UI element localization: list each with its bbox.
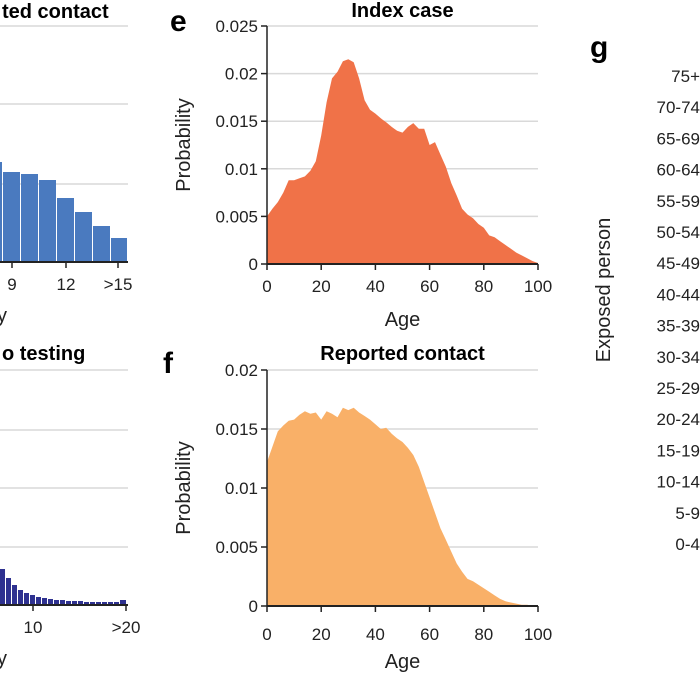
panel-b-bar xyxy=(30,595,35,605)
panel-b-bar xyxy=(24,593,29,605)
panel-f-title: Reported contact xyxy=(320,343,485,365)
panel-e-letter: e xyxy=(170,5,187,38)
panel-f-x-tick-label: 100 xyxy=(524,625,552,644)
panel-e-y-tick-label: 0.01 xyxy=(225,160,258,179)
panel-b-bar xyxy=(48,599,53,605)
panel-f-y-tick-label: 0.005 xyxy=(215,538,258,557)
panel-g: g Exposed person 75+ 70-74 65-69 60-64 55-59… xyxy=(590,31,700,554)
panel-g-age-label: 20-24 xyxy=(657,410,700,429)
panel-b-hist: 10 >20 y o testing xyxy=(0,343,140,670)
panel-e-area-series xyxy=(267,59,538,264)
panel-g-age-label: 25-29 xyxy=(657,379,700,398)
panel-f-y-tick-label: 0.015 xyxy=(215,420,258,439)
panel-a-x-tick-label: 12 xyxy=(57,275,76,294)
panel-b-bar xyxy=(84,602,89,605)
panel-b-bar xyxy=(114,602,119,605)
panel-g-age-label: 0-4 xyxy=(675,535,700,554)
panel-f-x-axis-label: Age xyxy=(385,651,421,673)
panel-e-y-tick-label: 0.005 xyxy=(215,207,258,226)
panel-f-area-series xyxy=(267,407,538,606)
panel-b-bar xyxy=(96,602,101,605)
panel-b-bar xyxy=(120,600,126,605)
panel-e-x-tick-label: 40 xyxy=(366,277,385,296)
panel-g-age-label: 50-54 xyxy=(657,223,700,242)
panel-b-title: o testing xyxy=(2,343,85,365)
panel-e-x-tick-label: 0 xyxy=(262,277,271,296)
panel-f-y-axis-label: Probability xyxy=(173,441,195,534)
panel-e-title: Index case xyxy=(351,0,453,22)
panel-f-x-tick-label: 20 xyxy=(312,625,331,644)
panel-f-x-tick-label: 0 xyxy=(262,625,271,644)
panel-f-y-tick-label: 0 xyxy=(249,597,258,616)
panel-b-bar xyxy=(72,601,77,605)
panel-g-age-label: 30-34 xyxy=(657,348,700,367)
panel-b-bar xyxy=(90,602,95,605)
panel-g-age-label: 45-49 xyxy=(657,254,700,273)
panel-e-y-tick-label: 0.025 xyxy=(215,17,258,36)
panel-e-chart: 0 0.005 0.01 0.015 0.02 0.025 0 20 40 60 80 100 Age P… xyxy=(170,0,552,331)
panel-g-age-labels: 75+ 70-74 65-69 60-64 55-59 50-54 45-49 40-44 35… xyxy=(657,67,700,554)
panel-f-chart: 0 0.005 0.01 0.015 0.02 0 20 40 60 80 100 Age Probab… xyxy=(163,343,552,673)
panel-b-bar xyxy=(36,597,41,605)
panel-b-bar xyxy=(42,598,47,605)
panel-f-x-tick-label: 40 xyxy=(366,625,385,644)
panel-b-bar xyxy=(66,601,71,605)
panel-g-age-label: 55-59 xyxy=(657,192,700,211)
panel-e-y-tick-label: 0.02 xyxy=(225,65,258,84)
panel-b-bar xyxy=(108,602,113,605)
panel-a-bar xyxy=(111,238,127,262)
panel-f-letter: f xyxy=(163,347,174,380)
panel-a-bar xyxy=(57,198,74,262)
panel-b-bar xyxy=(18,590,23,605)
panel-e-x-tick-label: 80 xyxy=(474,277,493,296)
panel-g-age-label: 40-44 xyxy=(657,285,700,304)
panel-a-bar xyxy=(93,226,110,262)
panel-a-x-tick-label: 9 xyxy=(7,275,16,294)
panel-b-bar xyxy=(0,569,5,605)
panel-g-age-label: 15-19 xyxy=(657,441,700,460)
panel-e-x-tick-label: 20 xyxy=(312,277,331,296)
panel-e-y-axis-label: Probability xyxy=(173,98,195,191)
panel-g-age-label: 60-64 xyxy=(657,161,700,180)
panel-b-bar xyxy=(12,585,17,605)
panel-g-age-label: 5-9 xyxy=(675,504,700,523)
panel-a-bar xyxy=(21,174,38,262)
panel-b-bar xyxy=(102,602,107,605)
panel-e-y-tick-label: 0 xyxy=(249,255,258,274)
panel-b-bar xyxy=(60,600,65,605)
panel-b-bar xyxy=(54,600,59,605)
panel-g-letter: g xyxy=(590,31,608,64)
panel-g-age-label: 75+ xyxy=(671,67,700,86)
panel-g-age-label: 70-74 xyxy=(657,98,700,117)
panel-a-title: ted contact xyxy=(2,1,109,23)
panel-a-bar xyxy=(75,212,92,262)
panel-b-x-tick-label: >20 xyxy=(112,618,141,637)
panel-f-x-tick-label: 60 xyxy=(420,625,439,644)
panel-b-bar xyxy=(6,578,11,605)
panel-g-age-label: 10-14 xyxy=(657,473,700,492)
panel-e-x-tick-label: 100 xyxy=(524,277,552,296)
panel-a-bar xyxy=(39,180,56,262)
panel-e-x-tick-label: 60 xyxy=(420,277,439,296)
panel-f-y-tick-label: 0.01 xyxy=(225,479,258,498)
panel-e-y-tick-label: 0.015 xyxy=(215,112,258,131)
panel-b-x-tick-label: 10 xyxy=(24,618,43,637)
panel-f-y-tick-label: 0.02 xyxy=(225,361,258,380)
panel-b-bar xyxy=(78,601,83,605)
panel-a-bar xyxy=(0,162,2,262)
panel-e-x-axis-label: Age xyxy=(385,309,421,331)
panel-a-bar xyxy=(3,172,20,262)
panel-a-x-axis-label-fragment: y xyxy=(0,305,7,327)
panel-g-age-label: 65-69 xyxy=(657,129,700,148)
panel-b-x-axis-label-fragment: y xyxy=(0,648,7,670)
panel-a-hist: 9 12 >15 y ted contact xyxy=(0,1,132,327)
panel-a-x-tick-label: >15 xyxy=(104,275,133,294)
panel-f-x-tick-label: 80 xyxy=(474,625,493,644)
panel-g-age-label: 35-39 xyxy=(657,317,700,336)
panel-g-y-axis-label: Exposed person xyxy=(593,218,615,363)
